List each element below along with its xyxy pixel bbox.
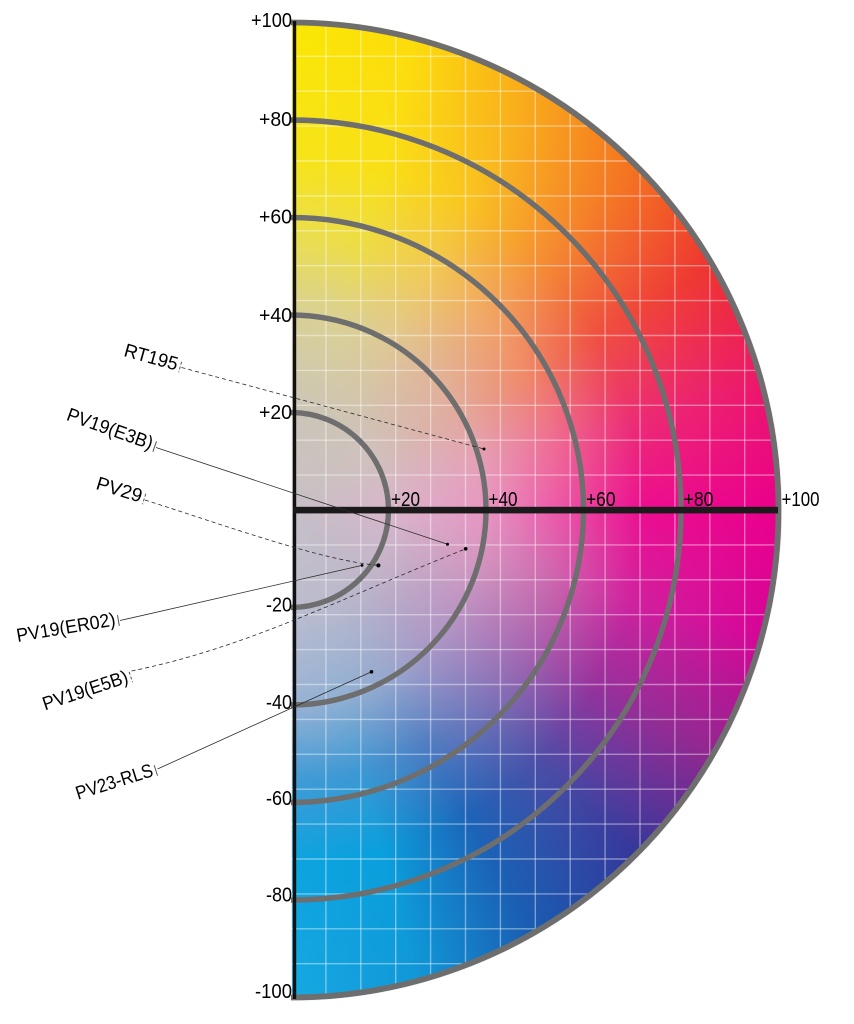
svg-text:PV29: PV29 — [94, 473, 145, 507]
svg-text:-60: -60 — [266, 788, 292, 810]
svg-text:PV19(E3B): PV19(E3B) — [64, 405, 156, 455]
svg-text:+20: +20 — [259, 402, 292, 424]
svg-text:-100: -100 — [255, 981, 292, 1003]
svg-text:+100: +100 — [251, 10, 292, 32]
svg-text:PV19(ER02): PV19(ER02) — [15, 610, 117, 647]
svg-text:+40: +40 — [489, 489, 518, 511]
svg-text:RT195: RT195 — [122, 340, 181, 375]
svg-text:+100: +100 — [782, 489, 820, 511]
svg-text:-80: -80 — [266, 885, 292, 907]
svg-text:+60: +60 — [259, 207, 292, 229]
svg-text:PV19(E5B): PV19(E5B) — [40, 667, 131, 715]
svg-text:+40: +40 — [259, 305, 292, 327]
svg-text:+80: +80 — [684, 489, 714, 511]
svg-text:-20: -20 — [266, 595, 292, 617]
svg-text:PV23-RLS: PV23-RLS — [73, 760, 156, 804]
svg-text:+60: +60 — [586, 489, 616, 511]
svg-text:+20: +20 — [391, 489, 420, 511]
svg-text:-40: -40 — [266, 692, 292, 714]
svg-text:+80: +80 — [259, 109, 292, 131]
